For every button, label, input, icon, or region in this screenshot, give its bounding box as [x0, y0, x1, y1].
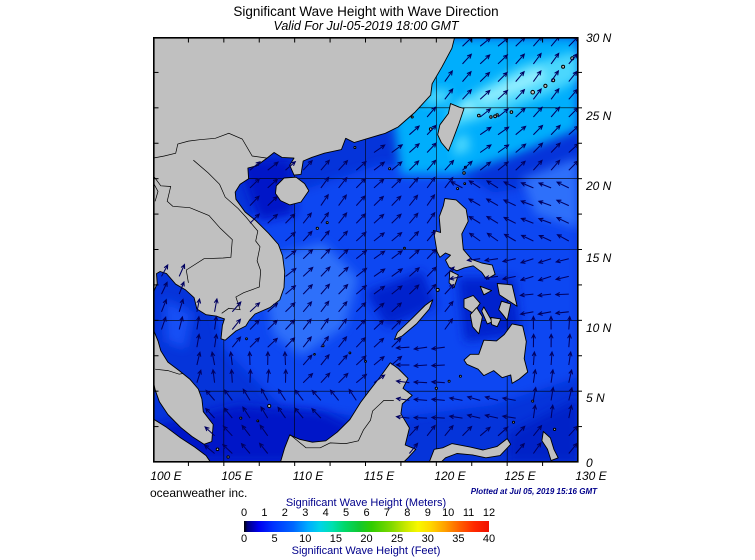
colorbar-feet-label: Significant Wave Height (Feet)	[291, 545, 441, 557]
feet-tick-label: 25	[390, 533, 404, 545]
feet-tick-label: 35	[452, 533, 465, 545]
meters-tick-label: 1	[261, 507, 268, 519]
lon-tick-label: 115 E	[363, 469, 395, 483]
colorbar-meters-ticks: 0 1 2 3 4 5 6 7 8 9 10 11 12	[240, 507, 495, 520]
lon-tick-label: 120 E	[434, 469, 466, 483]
feet-tick-label: 10	[299, 533, 312, 545]
colorbar-feet-ticks: 0 5 10 15 20 25 30 35 40	[240, 533, 495, 546]
lon-tick-label: 110 E	[292, 469, 324, 483]
meters-tick-label: 9	[424, 507, 431, 519]
meters-tick-label: 12	[482, 507, 496, 519]
lon-tick-label: 105 E	[221, 469, 253, 483]
lat-tick-label: 15 N	[586, 251, 612, 265]
colorbar-gradient	[244, 521, 489, 532]
feet-tick-label: 40	[482, 533, 496, 545]
feet-tick-label: 15	[329, 533, 343, 545]
credit-text: oceanweather inc.	[150, 486, 248, 500]
meters-tick-label: 8	[404, 507, 411, 519]
meters-tick-label: 6	[363, 507, 370, 519]
lat-tick-label: 25 N	[586, 109, 612, 123]
meters-tick-label: 7	[383, 507, 390, 519]
feet-tick-label: 5	[271, 533, 278, 545]
meters-tick-label: 11	[462, 507, 475, 519]
plotted-at-text: Plotted at Jul 05, 2019 15:16 GMT	[470, 487, 597, 496]
meters-tick-label: 5	[343, 507, 350, 519]
lon-tick-label: 130 E	[575, 469, 607, 483]
lat-tick-label: 20 N	[586, 179, 612, 193]
feet-tick-label: 30	[421, 533, 434, 545]
meters-tick-label: 2	[281, 507, 288, 519]
feet-tick-label: 0	[240, 533, 248, 545]
lat-tick-label: 5 N	[586, 391, 605, 405]
feet-tick-label: 20	[360, 533, 373, 545]
lat-tick-label: 0	[586, 456, 593, 470]
meters-tick-label: 10	[442, 507, 455, 519]
longitude-axis: 100 E 105 E 110 E 115 E 120 E 125 E 130 E	[0, 469, 755, 485]
lon-tick-label: 125 E	[504, 469, 536, 483]
colorbar-meters-label: Significant Wave Height (Meters)	[285, 497, 447, 509]
valid-time-subtitle: Valid For Jul-05-2019 18:00 GMT	[273, 19, 459, 33]
page-title: Significant Wave Height with Wave Direct…	[233, 4, 499, 19]
lat-tick-label: 10 N	[586, 321, 612, 335]
meters-tick-label: 3	[302, 507, 309, 519]
lon-tick-label: 100 E	[150, 469, 182, 483]
meters-tick-label: 4	[322, 507, 329, 519]
lat-tick-label: 30 N	[586, 31, 612, 45]
meters-tick-label: 0	[240, 507, 248, 519]
wave-height-map	[153, 37, 582, 466]
